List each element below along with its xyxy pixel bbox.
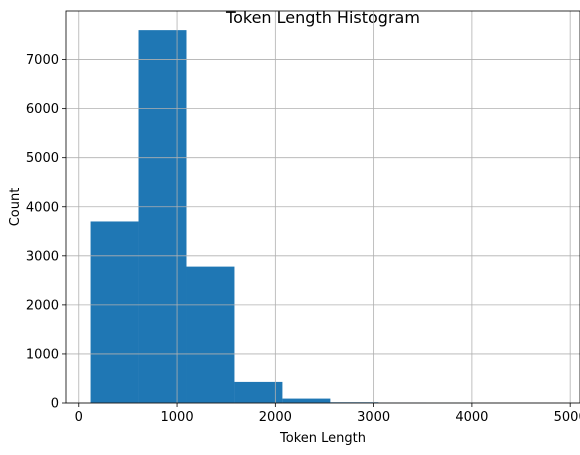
- y-tick-label: 5000: [26, 151, 59, 166]
- x-axis-ticks: 0 1000 2000 3000 4000 5000: [75, 403, 580, 425]
- y-tick-label: 1000: [26, 347, 59, 362]
- histogram-bar: [90, 221, 139, 403]
- x-tick-label: 3000: [357, 410, 390, 425]
- y-tick-label: 4000: [26, 200, 59, 215]
- x-tick-label: 1000: [161, 410, 194, 425]
- y-axis-label: Count: [8, 188, 23, 227]
- histogram-bar: [234, 381, 283, 403]
- x-axis-label: Token Length: [279, 431, 366, 446]
- x-tick-label: 2000: [259, 410, 292, 425]
- y-tick-label: 2000: [26, 298, 59, 313]
- x-tick-label: 0: [75, 410, 83, 425]
- histogram-bar: [282, 398, 331, 403]
- y-tick-label: 6000: [26, 102, 59, 117]
- y-tick-label: 0: [51, 397, 59, 412]
- histogram-bars: [90, 30, 571, 404]
- y-axis-ticks: 0 1000 2000 3000 4000 5000 6000 7000: [26, 53, 66, 412]
- y-tick-label: 3000: [26, 249, 59, 264]
- histogram-bar: [138, 30, 187, 404]
- y-tick-label: 7000: [26, 53, 59, 68]
- x-tick-label: 4000: [455, 410, 488, 425]
- chart-title: Token Length Histogram: [225, 8, 420, 27]
- histogram-bar: [186, 266, 235, 403]
- x-tick-label: 5000: [554, 410, 580, 425]
